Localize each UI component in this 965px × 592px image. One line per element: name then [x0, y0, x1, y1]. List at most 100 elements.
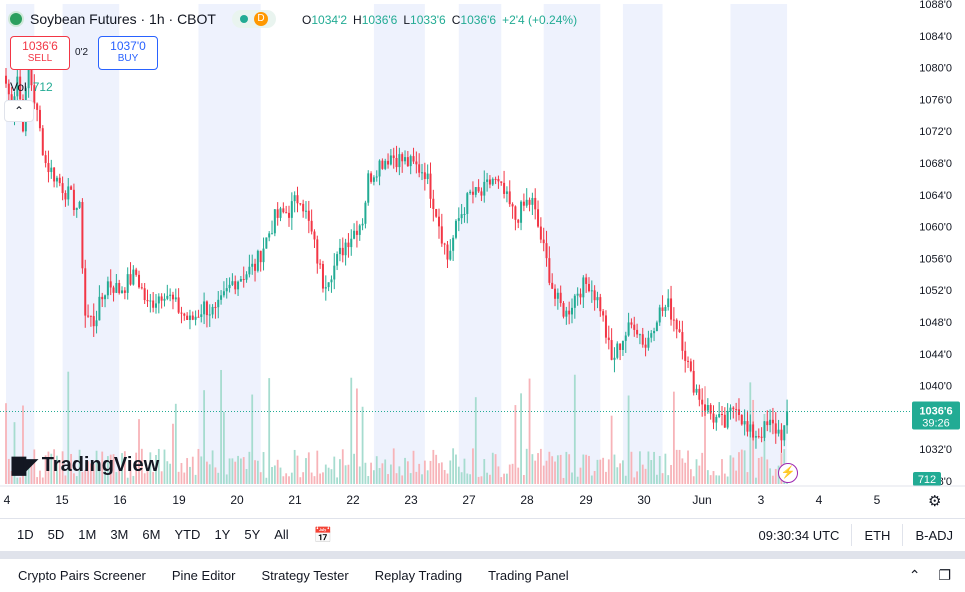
volume-bar [551, 456, 554, 484]
volume-bar [92, 464, 95, 484]
volume-bar [740, 449, 743, 484]
symbol-legend[interactable]: Soybean Futures · 1h · CBOT D [8, 10, 276, 28]
candle-body [61, 183, 64, 194]
volume-bar [571, 472, 573, 484]
volume-bar [590, 475, 593, 484]
candle-body [511, 204, 514, 207]
tab-trading-panel[interactable]: Trading Panel [488, 568, 569, 583]
volume-bar [582, 454, 585, 484]
delayed-data-badge[interactable]: D [253, 12, 268, 26]
volume-bar [395, 473, 398, 484]
candle-body [132, 269, 135, 285]
timeframe-ytd[interactable]: YTD [174, 526, 201, 542]
chevron-up-icon[interactable]: ⌃ [908, 567, 921, 583]
volume-bar [755, 477, 757, 484]
candle-body [720, 413, 723, 415]
close-value: C1036'6 [451, 13, 497, 27]
market-status-pill[interactable]: D [231, 10, 276, 28]
candle-body [87, 315, 90, 317]
timeframe-5y[interactable]: 5Y [244, 526, 261, 542]
candle-body [590, 290, 593, 292]
volume-bar [757, 458, 760, 484]
buy-button[interactable]: 1037'0 BUY [98, 36, 158, 70]
volume-bar [406, 461, 409, 484]
volume-bar [426, 470, 429, 484]
candle-body [760, 436, 763, 438]
adjustment-toggle[interactable]: B-ADJ [915, 527, 953, 543]
volume-bar [472, 448, 474, 484]
candle-body [140, 287, 143, 289]
volume-bar [183, 472, 186, 484]
volume-bar [75, 476, 78, 484]
timeframe-1y[interactable]: 1Y [214, 526, 231, 542]
candle-body [98, 296, 101, 321]
volume-bar [350, 377, 353, 484]
volume-bar [449, 460, 452, 484]
low-value: L1033'6 [403, 13, 446, 27]
candle-body [126, 274, 129, 293]
candle-body [135, 269, 138, 275]
candle-body [149, 300, 152, 302]
candle-body [307, 210, 310, 221]
time-tick-label: 4 [4, 493, 11, 507]
volume-bar [146, 468, 149, 484]
candle-body [457, 218, 460, 221]
volume-bar [310, 472, 313, 484]
symbol-title[interactable]: Soybean Futures · 1h · CBOT [30, 11, 216, 27]
volume-badge [913, 472, 941, 486]
tab-crypto-pairs-screener[interactable]: Crypto Pairs Screener [18, 568, 146, 583]
candle-body [520, 201, 523, 223]
timeframe-6m[interactable]: 6M [142, 526, 161, 542]
tradingview-logo-text: TradingView [41, 454, 160, 476]
price-tick-label: 1032'0 [919, 444, 952, 456]
tradingview-logo[interactable]: ▇◤ TradingView [12, 454, 159, 477]
volume-bar [109, 454, 112, 484]
candle-body [70, 186, 73, 190]
time-tick-label: 23 [404, 493, 418, 507]
candle-body [525, 199, 528, 206]
candle-body [670, 298, 673, 320]
volume-bar [288, 476, 290, 484]
volume-bar [344, 465, 347, 484]
tab-pine-editor[interactable]: Pine Editor [171, 568, 236, 583]
change-value: +2'4 (+0.24%) [502, 13, 578, 27]
volume-bar [61, 451, 64, 484]
volume-bar [84, 469, 87, 484]
candle-body [460, 214, 463, 219]
price-chart[interactable]: 1088'0 1084'0 1080'0 1076'0 1072'0 1068'0 1064… [0, 0, 965, 516]
candle-body [398, 154, 401, 168]
timeframe-1m[interactable]: 1M [78, 526, 97, 542]
volume-bar [650, 460, 653, 484]
utc-clock[interactable]: 09:30:34 UTC [758, 527, 840, 543]
timeframe-1d[interactable]: 1D [17, 526, 34, 542]
tab-strategy-tester[interactable]: Strategy Tester [261, 568, 349, 583]
candle-body [67, 186, 70, 200]
calendar-range-icon[interactable]: 📅 [313, 526, 333, 544]
candle-body [336, 254, 339, 266]
candle-body [265, 237, 268, 249]
candle-body [641, 334, 644, 345]
session-toggle[interactable]: ETH [864, 527, 891, 543]
timeframe-3m[interactable]: 3M [110, 526, 129, 542]
volume-bar [500, 477, 503, 484]
volume-bar [766, 459, 769, 484]
lightning-icon[interactable]: ⚡ [778, 463, 798, 483]
timeframe-5d[interactable]: 5D [47, 526, 65, 542]
chart-area[interactable]: 1088'0 1084'0 1080'0 1076'0 1072'0 1068'0 1064… [0, 0, 965, 516]
volume-bar [78, 449, 81, 484]
maximize-icon[interactable]: ❐ [938, 567, 951, 583]
candle-body [763, 421, 766, 438]
candle-body [554, 288, 557, 299]
tab-replay-trading[interactable]: Replay Trading [374, 568, 463, 583]
timeframe-all[interactable]: All [274, 526, 289, 542]
gear-icon[interactable]: ⚙ [928, 493, 942, 510]
candle-body [30, 65, 33, 86]
volume-bar [157, 448, 160, 484]
candle-body [406, 157, 409, 167]
candle-body [208, 314, 211, 316]
volume-legend[interactable]: Vol 712 [10, 80, 53, 94]
collapse-legend-button[interactable]: ⌃ [4, 100, 34, 122]
volume-bar [87, 461, 89, 484]
sell-button[interactable]: 1036'6 SELL [10, 36, 70, 70]
